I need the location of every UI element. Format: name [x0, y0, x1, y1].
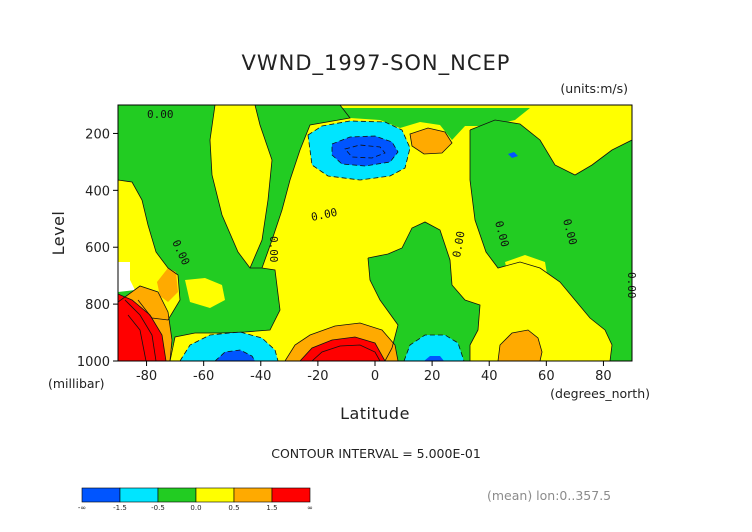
region-orange-west-small: [157, 268, 178, 302]
y-tick-label: 800: [85, 298, 110, 313]
x-axis: -80 -60 -40 -20 0 20 40 60 80: [136, 361, 612, 384]
x-axis-title: Latitude: [340, 404, 410, 423]
colorbar-label: 0.0: [190, 504, 201, 512]
region-blue-speck: [508, 152, 518, 158]
region-red-south-center: [300, 337, 385, 361]
y-tick-label: 400: [85, 184, 110, 199]
colorbar-swatch: [119, 487, 159, 503]
y-axis: 200 400 600 800 1000: [77, 127, 118, 370]
region-missing: [118, 262, 135, 292]
contour-lines-dashed: [179, 120, 465, 361]
region-blue-upper: [332, 136, 398, 166]
y-axis-title: Level: [49, 211, 68, 256]
y-axis-units: (millibar): [48, 376, 105, 391]
colorbar-label: -1.5: [113, 504, 127, 512]
contour-label: 0.00: [450, 230, 467, 258]
contour-label: 0.00: [310, 206, 339, 224]
colorbar-swatch: [81, 487, 121, 503]
y-tick-label: 200: [85, 127, 110, 142]
x-tick-label: -40: [250, 369, 271, 384]
x-tick-label: -80: [136, 369, 157, 384]
y-tick-label: 1000: [77, 355, 110, 370]
colorbar: -∞ -1.5 -0.5 0.0 0.5 1.5 ∞: [78, 487, 313, 512]
x-tick-label: 40: [481, 369, 498, 384]
contour-interval-text: CONTOUR INTERVAL = 5.000E-01: [271, 446, 481, 461]
x-tick-label: -20: [307, 369, 328, 384]
x-tick-label: 20: [424, 369, 441, 384]
contour-lines: [118, 105, 632, 361]
mean-note: (mean) lon:0..357.5: [487, 488, 611, 503]
x-tick-label: 80: [595, 369, 612, 384]
contour-label: 0.00: [267, 236, 280, 263]
region-green-mid: [250, 105, 350, 268]
colorbar-label: 1.5: [266, 504, 277, 512]
region-yellow-pocket2: [185, 278, 225, 308]
region-green-top: [330, 108, 530, 140]
region-yellow-east: [505, 255, 548, 292]
units-label: (units:m/s): [560, 81, 628, 96]
colorbar-swatch: [271, 487, 311, 503]
region-cyan-south-west: [180, 332, 278, 361]
x-tick-label: 0: [371, 369, 379, 384]
colorbar-label: 0.5: [228, 504, 239, 512]
colorbar-swatch: [233, 487, 273, 503]
region-green-east: [470, 120, 632, 361]
colorbar-swatch: [157, 487, 197, 503]
colorbar-label: -∞: [78, 504, 86, 512]
colorbar-label: -0.5: [151, 504, 165, 512]
region-cyan-south-east: [404, 335, 464, 361]
chart-title: VWND_1997-SON_NCEP: [242, 51, 511, 76]
plot-area: [118, 105, 632, 361]
x-tick-label: 60: [538, 369, 555, 384]
region-orange-east: [498, 330, 542, 361]
colorbar-label: ∞: [307, 504, 313, 512]
region-red-pole: [118, 294, 166, 361]
colorbar-swatch: [195, 487, 235, 503]
region-green-south: [368, 222, 480, 361]
region-orange-top: [410, 128, 452, 154]
x-tick-label: -60: [193, 369, 214, 384]
x-axis-units: (degrees_north): [550, 386, 650, 401]
y-tick-label: 600: [85, 241, 110, 256]
region-blue-small: [424, 356, 444, 361]
contour-label: 0.00: [147, 108, 174, 121]
